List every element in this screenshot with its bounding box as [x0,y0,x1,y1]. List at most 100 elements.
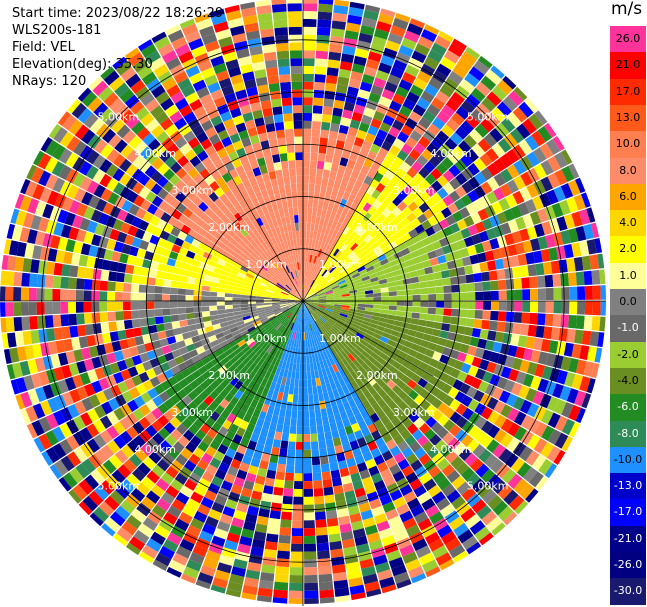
velocity-gate [199,380,210,391]
velocity-gate [263,273,272,280]
velocity-gate [274,121,285,131]
velocity-gate [303,295,309,301]
velocity-gate [303,301,306,309]
velocity-gate [264,260,272,268]
velocity-gate [308,183,315,192]
velocity-gate [301,293,303,301]
velocity-gate [363,175,374,186]
velocity-gate [211,222,222,232]
velocity-gate [415,545,432,559]
velocity-gate [191,335,201,344]
velocity-gate [310,280,316,288]
velocity-gate [334,492,346,503]
velocity-gate [364,289,374,295]
velocity-gate [241,262,251,270]
velocity-gate [38,371,50,386]
velocity-gate [88,195,101,209]
velocity-gate [376,203,387,214]
velocity-gate [338,215,346,225]
velocity-gate [369,498,382,510]
velocity-gate [424,327,434,335]
velocity-gate [478,55,493,69]
velocity-gate [181,368,192,378]
velocity-gate [146,203,159,215]
velocity-gate [398,261,408,270]
velocity-gate [221,325,230,332]
velocity-gate [384,133,397,145]
azimuth-spoke [227,300,304,432]
velocity-gate [510,334,520,346]
velocity-gate [332,286,341,292]
velocity-gate [266,285,275,290]
velocity-gate [303,301,309,307]
velocity-gate [27,198,40,214]
velocity-gate [489,351,500,364]
velocity-gate [172,267,182,275]
velocity-gate [140,92,155,107]
velocity-gate [288,295,296,299]
velocity-gate [276,375,283,385]
velocity-gate [387,32,403,45]
velocity-gate [245,472,257,483]
velocity-gate [38,170,52,187]
velocity-gate [127,225,139,237]
velocity-gate [282,318,289,326]
velocity-gate [81,191,94,206]
velocity-gate [310,314,315,322]
velocity-gate [436,426,449,439]
velocity-gate [94,367,106,380]
velocity-gate [404,222,415,233]
velocity-gate [163,193,175,205]
velocity-gate [477,380,490,393]
velocity-gate [67,403,80,419]
velocity-gate [326,406,334,416]
velocity-gate [220,480,233,492]
velocity-gate [273,114,284,123]
velocity-gate [339,198,348,208]
velocity-gate [250,101,262,112]
velocity-gate [395,355,405,365]
velocity-gate [151,504,167,518]
velocity-gate [115,272,125,283]
velocity-gate [224,539,239,551]
velocity-gate [266,67,279,77]
velocity-gate [519,187,532,202]
velocity-gate [436,130,450,144]
velocity-gate [370,319,379,325]
velocity-gate [217,336,227,344]
velocity-gate [190,517,205,531]
velocity-gate [481,510,498,526]
velocity-gate [129,346,140,357]
velocity-gate [99,429,113,444]
velocity-gate [330,246,337,255]
velocity-gate [268,281,276,287]
velocity-gate [298,285,302,294]
velocity-gate [478,448,492,463]
velocity-gate [310,302,319,305]
velocity-gate [189,155,202,168]
velocity-gate [254,117,265,127]
velocity-gate [98,212,110,226]
velocity-gate [469,254,480,265]
velocity-gate [232,293,241,298]
velocity-gate [341,256,350,265]
velocity-gate [314,511,326,521]
velocity-gate [391,231,402,241]
velocity-gate [289,378,295,387]
colorbar-swatch [610,315,646,343]
velocity-gate [303,324,305,333]
velocity-gate [349,292,358,296]
velocity-gate [200,337,210,346]
velocity-gate [306,222,311,231]
velocity-gate [99,415,113,430]
velocity-gate [131,121,145,135]
velocity-gate [303,58,315,67]
velocity-gate [293,279,298,287]
velocity-gate [314,369,320,379]
velocity-gate [431,452,445,465]
velocity-gate [307,270,311,279]
velocity-gate [236,362,246,371]
velocity-gate [437,524,453,538]
velocity-gate [288,18,302,28]
velocity-gate [201,156,213,168]
